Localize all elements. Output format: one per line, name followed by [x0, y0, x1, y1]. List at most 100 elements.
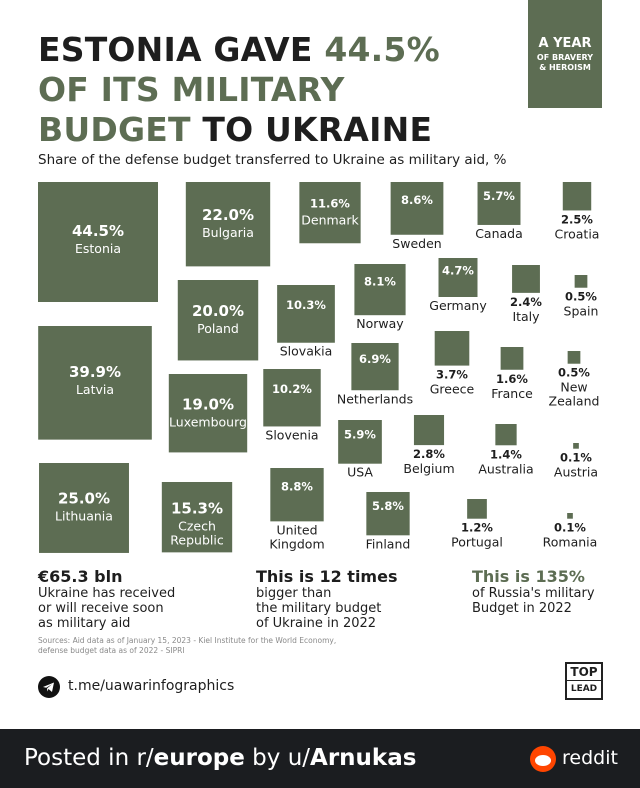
country-square [434, 331, 470, 366]
value-label: 8.8% [281, 479, 313, 493]
posted-prefix: Posted in r/ [24, 745, 154, 771]
reddit-icon [530, 746, 556, 772]
country-label: Kingdom [269, 536, 324, 551]
value-label: 8.1% [364, 275, 396, 289]
headline-part: TO UKRAINE [202, 110, 433, 149]
country-label: Portugal [451, 535, 503, 550]
country-square-group: 8.6% Sweden [390, 182, 444, 251]
country-square-group: 11.6% Denmark [299, 182, 361, 244]
country-label: Estonia [75, 241, 121, 256]
value-label: 4.7% [442, 263, 474, 277]
country-square [277, 285, 335, 343]
country-label: USA [347, 465, 373, 480]
stat-text: of Ukraine in 2022 [256, 616, 377, 631]
country-square [263, 369, 321, 427]
country-label: Canada [475, 226, 523, 241]
country-square-group: 5.7% Canada [475, 182, 523, 241]
country-square [500, 347, 524, 370]
country-square [185, 182, 271, 267]
country-square [168, 374, 248, 453]
country-label: Czech [178, 519, 216, 534]
country-square [467, 499, 487, 519]
user-link[interactable]: Arnukas [310, 745, 417, 771]
sources-line: defense budget data as of 2022 - SIPRI [38, 646, 185, 655]
country-square [477, 182, 521, 225]
country-label: Slovakia [280, 344, 332, 359]
toplead-logo: TOP LEAD [565, 662, 603, 700]
value-label: 2.4% [510, 295, 542, 309]
value-label: 11.6% [310, 197, 350, 211]
logo-top: TOP [567, 664, 601, 681]
value-label: 25.0% [58, 489, 110, 507]
value-label: 0.1% [560, 451, 592, 465]
country-label: Italy [512, 309, 540, 324]
value-label: 15.3% [171, 500, 223, 518]
country-square-group: 8.1% Norway [354, 264, 406, 331]
stat-comparison-russia: This is 135% of Russia's military Budget… [472, 567, 595, 616]
country-square [390, 182, 444, 235]
country-label: Zealand [549, 394, 600, 409]
stat-total-aid: €65.3 bln Ukraine has received or will r… [38, 567, 175, 631]
telegram-icon [38, 676, 60, 698]
country-square [413, 415, 445, 446]
proportional-square-chart: 44.5%Estonia 39.9%Latvia 25.0%Lithuania 22.… [38, 182, 600, 553]
country-square-group: 1.4%Australia [478, 424, 534, 476]
subreddit-link[interactable]: europe [153, 745, 245, 771]
value-label: 44.5% [72, 222, 124, 240]
country-square-group: 1.2%Portugal [451, 499, 503, 550]
headline-highlight: BUDGET [38, 110, 203, 149]
country-label: Greece [430, 382, 475, 397]
value-label: 22.0% [202, 206, 254, 224]
country-label: Germany [429, 298, 487, 313]
country-square [39, 463, 129, 553]
country-label: Romania [543, 535, 598, 550]
badge-line3: & HEROISM [539, 63, 591, 72]
country-square-group: 0.1%Austria [554, 443, 598, 480]
value-label: 5.7% [483, 189, 515, 203]
value-label: 10.2% [272, 382, 312, 396]
stat-text: as military aid [38, 616, 131, 631]
stat-comparison-ukraine: This is 12 times bigger than the militar… [256, 567, 397, 631]
country-square-group: 10.2% Slovenia [263, 369, 321, 442]
country-square-group: 2.4%Italy [510, 265, 542, 324]
stat-text: Ukraine has received [38, 586, 176, 601]
value-label: 2.8% [413, 447, 445, 461]
value-label: 39.9% [69, 363, 121, 381]
badge-line1: A YEAR [538, 36, 592, 51]
value-label: 8.6% [401, 193, 433, 207]
country-square [567, 351, 581, 364]
value-label: 0.5% [558, 366, 590, 380]
country-square-group: 2.5%Croatia [555, 182, 599, 241]
stat-text: Budget in 2022 [472, 601, 572, 616]
country-square-group: 19.0%Luxembourg [168, 374, 248, 453]
value-label: 1.6% [496, 372, 528, 386]
country-square-group: 4.7% Germany [429, 258, 487, 313]
value-label: 5.9% [344, 427, 376, 441]
country-square-group: 44.5%Estonia [38, 182, 158, 302]
country-square [38, 182, 158, 302]
country-square [495, 424, 517, 446]
country-square [351, 343, 399, 391]
country-label: Bulgaria [202, 225, 254, 240]
stat-value: €65.3 bln [38, 567, 123, 586]
country-square [177, 280, 259, 361]
sources-line: Sources: Aid data as of January 15, 2023… [38, 636, 337, 645]
country-square-group: 0.5%Spain [564, 275, 598, 319]
country-label: Republic [170, 533, 224, 548]
country-label: Netherlands [337, 391, 413, 406]
country-label: New [560, 380, 587, 395]
country-square [161, 482, 233, 553]
country-square-group: 2.8%Belgium [403, 415, 455, 476]
headline-highlight: 44.5% [324, 30, 440, 69]
country-square-group: 25.0%Lithuania [39, 463, 129, 553]
badge-line2: OF BRAVERY [536, 53, 594, 62]
value-label: 1.4% [490, 447, 522, 461]
country-square [562, 182, 592, 211]
country-square-group: 6.9% Netherlands [337, 343, 413, 406]
telegram-link[interactable]: t.me/uawarinfographics [68, 678, 235, 694]
country-square [366, 492, 410, 536]
country-label: Denmark [301, 213, 359, 228]
stat-value: This is 12 times [256, 567, 398, 586]
country-square [438, 258, 478, 297]
